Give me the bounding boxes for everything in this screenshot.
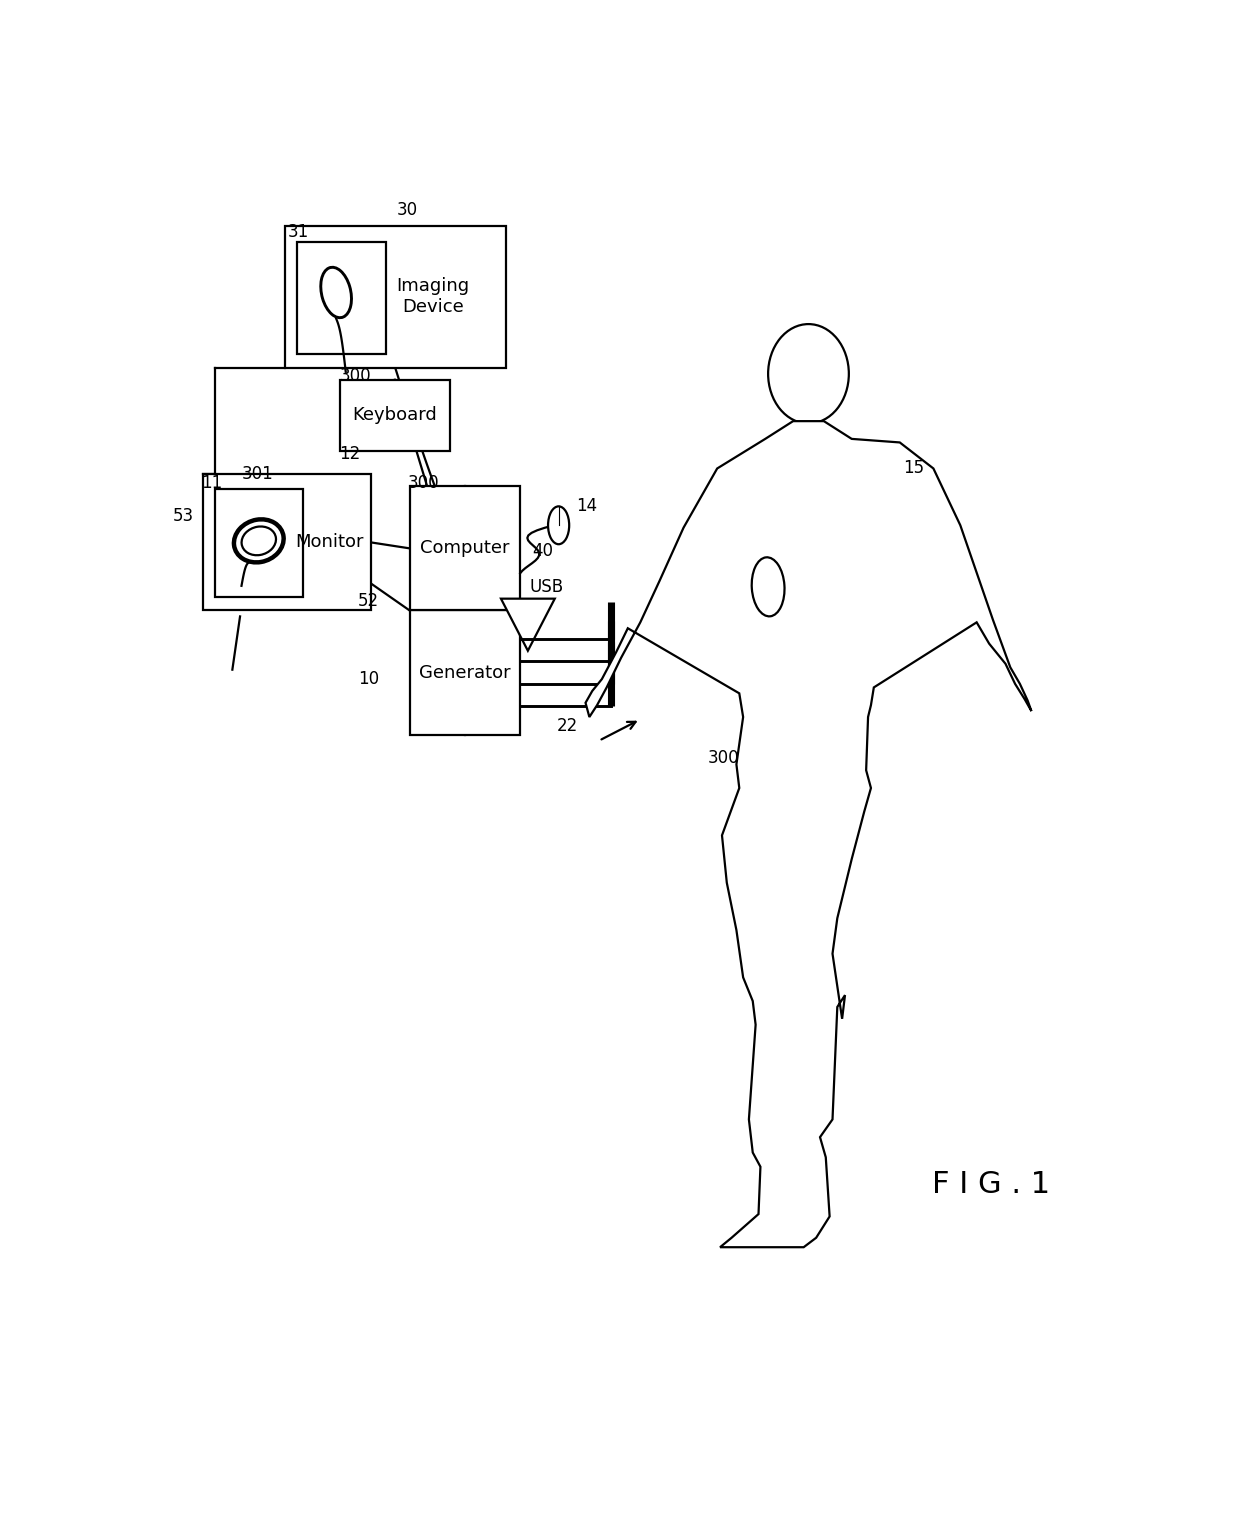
Text: 300: 300 [708,750,739,767]
Text: Keyboard: Keyboard [352,406,438,424]
Bar [215,489,303,598]
Bar [409,610,521,735]
Text: 301: 301 [242,466,273,484]
Text: Generator: Generator [419,664,511,681]
Bar [298,243,386,354]
Text: 22: 22 [557,718,578,736]
Text: 15: 15 [903,460,924,478]
Text: 12: 12 [340,446,361,463]
Bar [409,486,521,610]
Text: 52: 52 [358,592,379,610]
Text: 40: 40 [533,543,554,561]
Circle shape [768,324,849,424]
Text: 53: 53 [172,507,193,524]
Polygon shape [585,421,1032,1247]
Text: 31: 31 [288,223,309,241]
Bar [285,226,506,367]
Ellipse shape [548,506,569,544]
Text: 11: 11 [201,473,222,492]
Ellipse shape [234,520,284,563]
Text: 10: 10 [358,670,379,689]
Ellipse shape [751,558,785,616]
Text: F I G . 1: F I G . 1 [932,1170,1050,1199]
Text: Imaging
Device: Imaging Device [397,278,470,317]
Text: Computer: Computer [420,539,510,558]
Text: USB: USB [529,578,564,596]
Text: 300: 300 [340,367,371,386]
Bar [203,475,371,610]
Ellipse shape [242,527,277,555]
Text: Monitor: Monitor [295,533,363,552]
Polygon shape [501,598,554,650]
Text: 30: 30 [397,201,418,220]
Text: 14: 14 [575,498,596,515]
Ellipse shape [321,267,351,318]
Bar [340,380,450,450]
Text: 300: 300 [408,473,439,492]
